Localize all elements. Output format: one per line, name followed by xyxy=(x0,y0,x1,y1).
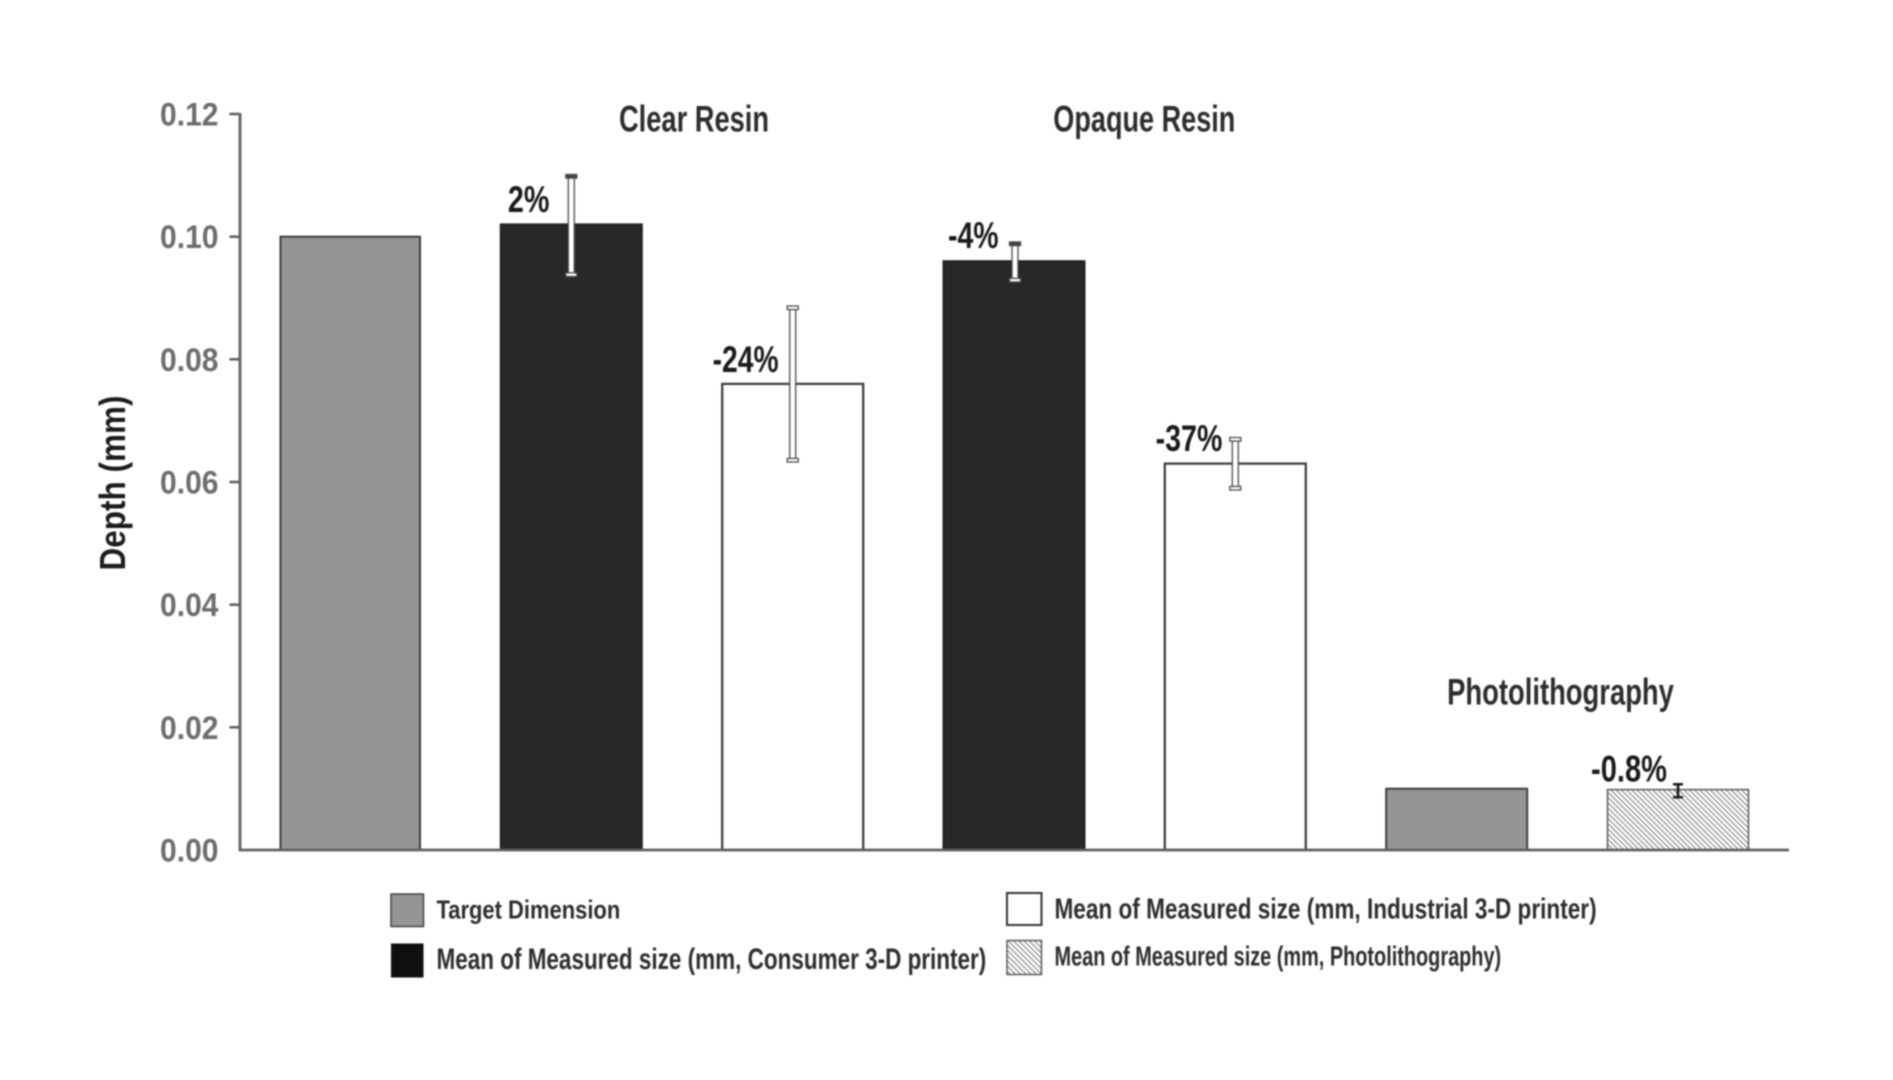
svg-text:0.02: 0.02 xyxy=(160,710,218,746)
svg-text:0.10: 0.10 xyxy=(160,219,218,255)
svg-text:Depth (mm): Depth (mm) xyxy=(93,396,133,571)
svg-text:Photolithography: Photolithography xyxy=(1447,672,1674,713)
svg-text:Opaque Resin: Opaque Resin xyxy=(1053,98,1235,139)
svg-text:Mean of Measured size (mm, Ind: Mean of Measured size (mm, Industrial 3-… xyxy=(1055,892,1597,925)
svg-text:0.00: 0.00 xyxy=(160,833,218,869)
svg-text:Mean of Measured size (mm, Con: Mean of Measured size (mm, Consumer 3-D … xyxy=(437,942,987,976)
svg-text:-0.8%: -0.8% xyxy=(1591,749,1667,790)
svg-text:-4%: -4% xyxy=(948,214,999,255)
svg-text:Clear Resin: Clear Resin xyxy=(619,98,769,139)
svg-text:Mean of Measured size (mm, Pho: Mean of Measured size (mm, Photolithogra… xyxy=(1055,941,1502,972)
svg-text:-37%: -37% xyxy=(1156,419,1223,460)
svg-text:-24%: -24% xyxy=(713,338,779,380)
svg-text:Target Dimension: Target Dimension xyxy=(437,896,621,925)
svg-text:0.08: 0.08 xyxy=(160,342,218,378)
svg-text:0.12: 0.12 xyxy=(160,97,218,133)
svg-text:0.06: 0.06 xyxy=(160,465,218,501)
svg-text:0.04: 0.04 xyxy=(160,587,219,623)
svg-text:2%: 2% xyxy=(508,180,550,221)
